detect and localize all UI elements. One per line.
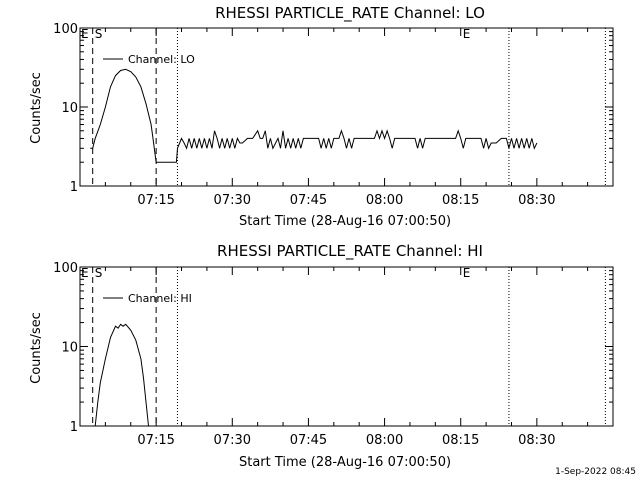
y-axis-label: Counts/sec — [29, 72, 44, 144]
x-tick-label: 08:15 — [442, 193, 479, 208]
chart-title: RHESSI PARTICLE_RATE Channel: LO — [215, 4, 485, 23]
y-tick-label: 1 — [70, 420, 78, 435]
x-tick-label: 08:15 — [442, 433, 479, 448]
y-tick-label: 1 — [70, 180, 78, 195]
marker-label-s: S — [95, 266, 103, 280]
panel-hi: RHESSI PARTICLE_RATE Channel: HI Counts/… — [29, 242, 614, 470]
marker-lines — [92, 267, 606, 426]
series-line-hi — [94, 323, 149, 427]
x-tick-label: 08:00 — [366, 433, 403, 448]
marker-label-e: E — [463, 266, 471, 280]
marker-label-e: E — [463, 27, 471, 41]
panel-lo: RHESSI PARTICLE_RATE Channel: LO Counts/… — [29, 4, 614, 229]
x-tick-label: 07:30 — [214, 193, 251, 208]
y-tick-label: 100 — [53, 22, 78, 37]
plot-frame — [79, 27, 614, 187]
marker-label-s: S — [95, 27, 103, 41]
x-tick-label: 07:30 — [214, 433, 251, 448]
x-tick-label: 07:45 — [290, 433, 327, 448]
legend-label: Channel: LO — [128, 53, 195, 66]
x-tick-label: 07:15 — [137, 193, 174, 208]
x-axis-label: Start Time (28-Aug-16 07:00:50) — [239, 214, 451, 229]
chart-title: RHESSI PARTICLE_RATE Channel: HI — [217, 242, 483, 261]
plot-frame — [79, 266, 614, 427]
x-tick-label: 07:15 — [137, 433, 174, 448]
marker-label-e: E — [81, 27, 89, 41]
x-axis-label: Start Time (28-Aug-16 07:00:50) — [239, 455, 451, 470]
x-tick-label: 08:30 — [518, 433, 555, 448]
x-tick-label: 08:30 — [518, 193, 555, 208]
series-line-lo — [90, 68, 538, 163]
y-tick-label: 10 — [61, 101, 78, 116]
y-tick-label: 100 — [53, 261, 78, 276]
legend-label: Channel: HI — [128, 292, 192, 305]
x-tick-label: 08:00 — [366, 193, 403, 208]
tick-group: 07:15 07:30 07:45 08:00 08:15 08:30 1 10 100 — [53, 22, 613, 208]
y-axis-label: Counts/sec — [29, 312, 44, 384]
tick-group: 07:15 07:30 07:45 08:00 08:15 08:30 1 10 100 — [53, 261, 613, 448]
marker-label-e: E — [81, 266, 89, 280]
timestamp: 1-Sep-2022 08:45 — [555, 467, 636, 477]
y-tick-label: 10 — [61, 341, 78, 356]
x-tick-label: 07:45 — [290, 193, 327, 208]
